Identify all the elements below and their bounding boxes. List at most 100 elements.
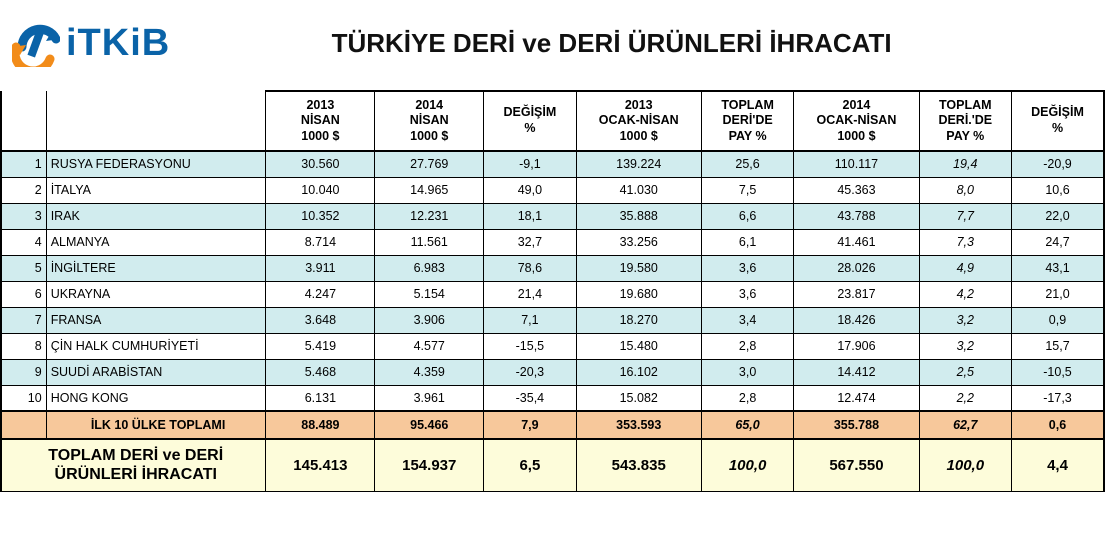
table-cell: 19.680 [576,281,701,307]
table-cell: 145.413 [266,439,375,491]
export-table: 2013NİSAN1000 $2014NİSAN1000 $DEĞİŞİM%20… [0,90,1105,492]
column-header [1,91,46,151]
table-cell: -35,4 [484,385,576,411]
row-index: 1 [1,151,46,177]
table-cell: 6,6 [701,203,793,229]
column-header: 2014NİSAN1000 $ [375,91,484,151]
table-cell: 78,6 [484,255,576,281]
table-cell: 28.026 [794,255,919,281]
table-cell: 5.468 [266,359,375,385]
row-index: 2 [1,177,46,203]
table-cell: 3,2 [919,333,1011,359]
row-index: 3 [1,203,46,229]
grand-total-label: TOPLAM DERİ ve DERİÜRÜNLERİ İHRACATI [1,439,266,491]
table-cell: 18,1 [484,203,576,229]
table-cell: 19,4 [919,151,1011,177]
table-cell: 41.030 [576,177,701,203]
table-cell: 4.577 [375,333,484,359]
subtotal-row: İLK 10 ÜLKE TOPLAMI88.48995.4667,9353.59… [1,411,1104,439]
table-cell: 27.769 [375,151,484,177]
table-cell: 17.906 [794,333,919,359]
row-index: 10 [1,385,46,411]
table-cell: 49,0 [484,177,576,203]
table-cell: 19.580 [576,255,701,281]
table-cell: 2,2 [919,385,1011,411]
country-name: İTALYA [46,177,266,203]
table-cell: 35.888 [576,203,701,229]
table-cell: -20,9 [1012,151,1105,177]
table-cell: 139.224 [576,151,701,177]
column-header: DEĞİŞİM% [1012,91,1105,151]
country-name: SUUDİ ARABİSTAN [46,359,266,385]
table-row: 2İTALYA10.04014.96549,041.0307,545.3638,… [1,177,1104,203]
column-header: TOPLAMDERİ.'DEPAY % [919,91,1011,151]
column-header: 2013NİSAN1000 $ [266,91,375,151]
table-cell: 4.359 [375,359,484,385]
table-cell: 3.648 [266,307,375,333]
row-index: 9 [1,359,46,385]
table-cell: 7,7 [919,203,1011,229]
table-cell: 154.937 [375,439,484,491]
country-name: RUSYA FEDERASYONU [46,151,266,177]
table-cell: 4,9 [919,255,1011,281]
table-cell: 12.474 [794,385,919,411]
table-cell: 10.040 [266,177,375,203]
logo-text: iTKiB [66,22,170,65]
table-cell: 62,7 [919,411,1011,439]
row-index: 4 [1,229,46,255]
table-cell: 4,4 [1012,439,1105,491]
table-cell: 3.906 [375,307,484,333]
table-cell: 65,0 [701,411,793,439]
table-cell: 110.117 [794,151,919,177]
table-cell: 355.788 [794,411,919,439]
table-cell: 100,0 [701,439,793,491]
table-cell: 0,6 [1012,411,1105,439]
row-index: 5 [1,255,46,281]
table-cell: 22,0 [1012,203,1105,229]
table-cell: 95.466 [375,411,484,439]
column-header [46,91,266,151]
column-header: 2014OCAK-NİSAN1000 $ [794,91,919,151]
table-cell [1,411,46,439]
table-cell: 21,0 [1012,281,1105,307]
table-cell: 6,1 [701,229,793,255]
table-cell: 43.788 [794,203,919,229]
table-cell: 14.965 [375,177,484,203]
table-cell: 41.461 [794,229,919,255]
table-cell: 10.352 [266,203,375,229]
table-cell: 6,5 [484,439,576,491]
table-cell: 6.131 [266,385,375,411]
table-cell: 3,2 [919,307,1011,333]
table-cell: 3.911 [266,255,375,281]
table-cell: 3,4 [701,307,793,333]
country-name: IRAK [46,203,266,229]
table-cell: 7,1 [484,307,576,333]
row-index: 6 [1,281,46,307]
table-row: 5İNGİLTERE3.9116.98378,619.5803,628.0264… [1,255,1104,281]
country-name: UKRAYNA [46,281,266,307]
table-row: 7FRANSA3.6483.9067,118.2703,418.4263,20,… [1,307,1104,333]
logo-mark-icon [12,19,60,67]
table-cell: 6.983 [375,255,484,281]
table-cell: -10,5 [1012,359,1105,385]
table-cell: 10,6 [1012,177,1105,203]
table-cell: 543.835 [576,439,701,491]
table-cell: 353.593 [576,411,701,439]
table-cell: 15.082 [576,385,701,411]
table-cell: 2,8 [701,333,793,359]
table-cell: 4,2 [919,281,1011,307]
table-row: 6UKRAYNA4.2475.15421,419.6803,623.8174,2… [1,281,1104,307]
table-cell: -9,1 [484,151,576,177]
country-name: ÇİN HALK CUMHURİYETİ [46,333,266,359]
country-name: HONG KONG [46,385,266,411]
header: iTKiB TÜRKİYE DERİ ve DERİ ÜRÜNLERİ İHRA… [0,0,1105,90]
subtotal-label: İLK 10 ÜLKE TOPLAMI [46,411,266,439]
country-name: İNGİLTERE [46,255,266,281]
table-cell: 3,6 [701,255,793,281]
table-cell: 7,5 [701,177,793,203]
table-cell: 11.561 [375,229,484,255]
grand-total-row: TOPLAM DERİ ve DERİÜRÜNLERİ İHRACATI145.… [1,439,1104,491]
table-cell: 8,0 [919,177,1011,203]
table-cell: 3,0 [701,359,793,385]
table-cell: 2,8 [701,385,793,411]
